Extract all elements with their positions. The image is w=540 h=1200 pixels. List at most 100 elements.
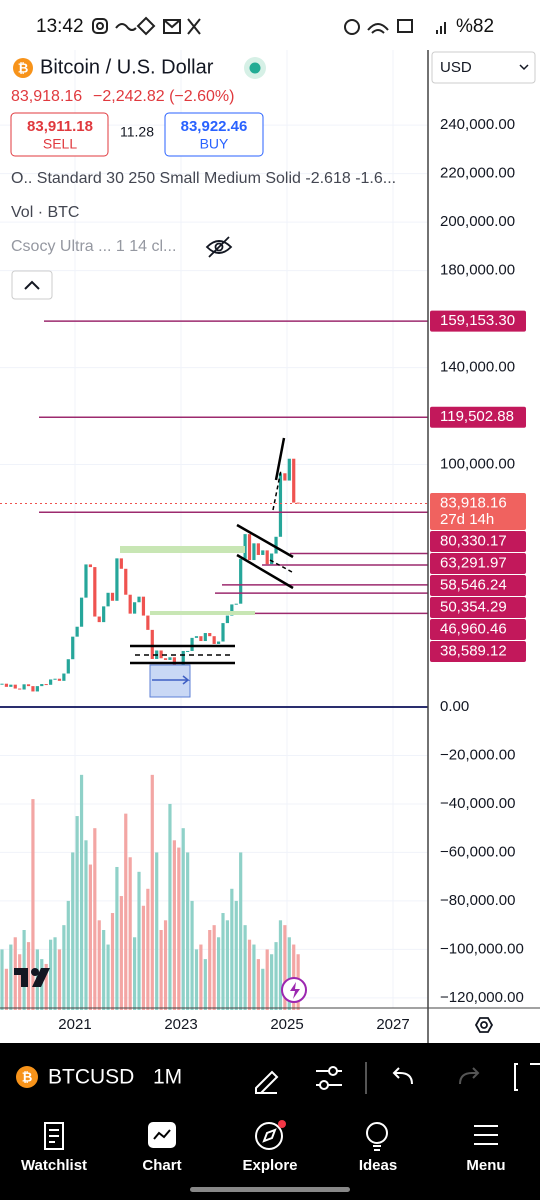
y-tick-label: 0.00 [440,698,469,715]
volume-bar [208,930,212,1010]
drawings [120,437,294,698]
indicator[interactable]: Csocy Ultra ... 1 14 cl... [11,238,176,255]
level-label: 80,330.17 [440,533,507,550]
y-tick-label: 140,000.00 [440,359,515,376]
volume-bar [44,963,48,1010]
volume-bar [0,949,4,1010]
candle [159,650,163,659]
volume-bar [53,937,57,1010]
candle [141,596,146,616]
level-label: 58,546.24 [440,577,507,594]
hidden-icon[interactable] [205,236,233,258]
candle [22,684,26,690]
candle [115,558,119,601]
volume-bar [115,866,119,1010]
candle [172,657,176,666]
level-label-bg [430,575,526,597]
axis-settings[interactable] [474,1017,494,1033]
status-bar [0,0,540,50]
y-tick-label: 100,000.00 [440,456,515,473]
currency: USD [440,59,472,76]
candle [256,543,260,555]
volume-bar [225,920,230,1010]
nav-item[interactable]: Menu [466,1157,505,1174]
sell-button[interactable] [10,112,109,157]
level-label: 63,291.97 [440,555,507,572]
volume-bar [287,937,291,1010]
x-tick-label: 2021 [58,1016,91,1033]
candle [292,458,296,503]
candle [243,534,247,559]
symbol-name[interactable]: Bitcoin / U.S. Dollar [40,56,214,78]
nav-item[interactable]: Watchlist [21,1157,87,1174]
level-label-bg [430,641,526,663]
volume-bar [75,816,79,1010]
candle [225,615,230,624]
nav-item[interactable]: Chart [142,1157,181,1174]
volume-bar [265,949,269,1010]
indicator[interactable]: O.. Standard 30 250 Small Medium Solid -… [11,170,396,187]
level-label: 50,354.29 [440,599,507,616]
level-label-bg [430,553,526,575]
x-tick-label: 2025 [270,1016,303,1033]
candle [128,594,132,614]
volume-bar [79,774,84,1010]
candle [168,657,172,660]
volume-bar [261,968,265,1010]
candle [71,636,75,660]
toolbar-coin [16,1066,38,1088]
volume-bar [278,920,283,1010]
collapse-button[interactable] [11,270,53,300]
last-price: 83,918.16 [11,88,82,105]
notification-dot [278,1120,286,1128]
candle [88,564,92,568]
level-label: 38,589.12 [440,643,507,660]
battery: %82 [456,16,494,37]
candle [97,616,101,623]
nav-item[interactable]: Explore [242,1157,297,1174]
volume-bar [26,942,31,1010]
candle [287,458,291,481]
candle [49,679,53,685]
nav-icons [44,1122,498,1151]
volume-bar [159,930,163,1010]
volume-bar [243,925,247,1010]
spread: 11.28 [120,124,154,140]
candle [18,688,22,690]
y-tick-label: −100,000.00 [440,940,524,957]
volume-bar [190,900,194,1010]
level-label: 46,960.46 [440,621,507,638]
currency-select[interactable] [431,51,536,84]
nav-item[interactable]: Ideas [359,1157,397,1174]
candle [124,568,128,595]
candle [274,536,278,554]
toolbar-symbol[interactable]: BTCUSD [48,1066,134,1089]
volume-bar [133,937,137,1010]
candle [186,650,190,652]
y-tick-label: 180,000.00 [440,262,515,279]
x-tick-label: 2027 [376,1016,409,1033]
candle [26,684,31,687]
toolbar-coin-glyph: ₿ [22,1069,33,1084]
y-tick-label: 220,000.00 [440,165,515,182]
toolbar-icons[interactable] [255,1062,540,1094]
level-label: 159,153.30 [440,312,515,329]
coin-glyph: ₿ [18,60,29,75]
indicator[interactable]: Vol · BTC [11,204,79,221]
volume-bar [172,840,176,1010]
toolbar-interval[interactable]: 1M [153,1066,182,1089]
candle [13,684,17,689]
candle [208,633,212,637]
candle [270,553,274,565]
volume-bar [128,857,132,1010]
volume-bar [274,942,278,1010]
volume-bar [186,852,190,1010]
buy-button[interactable] [164,112,264,157]
volume-bar [230,888,234,1010]
buy-price: 83,922.46 [181,118,248,135]
volume-bar [221,913,225,1010]
volume-bar [49,939,53,1010]
sell-label: SELL [43,136,77,152]
y-tick-label: −120,000.00 [440,989,524,1006]
candle [163,658,168,660]
